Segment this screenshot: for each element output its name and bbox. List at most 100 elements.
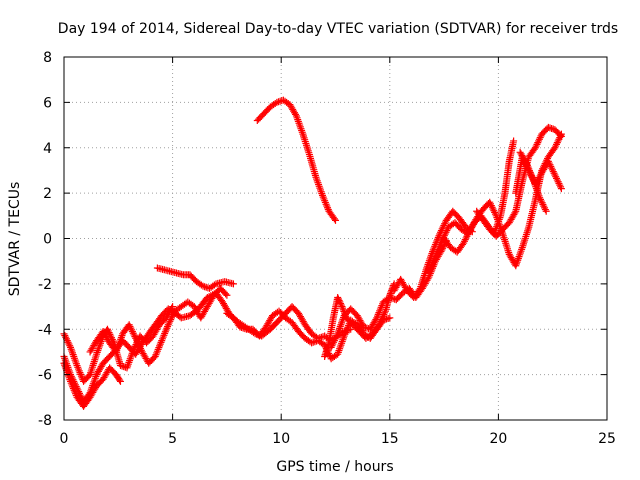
axis-ticks: 0 5 10 15 20 25 -8 -6 -4 -2 0 2 4 6 8 (38, 50, 616, 447)
data-point (135, 341, 143, 349)
data-point (130, 331, 138, 339)
data-point (168, 314, 176, 322)
data-point (132, 336, 140, 344)
data-point (548, 166, 556, 174)
data-point (536, 195, 544, 203)
data-point (545, 159, 553, 167)
data-point (328, 342, 336, 350)
data-point (61, 331, 69, 339)
series-sat-d (86, 284, 231, 367)
data-point (532, 142, 540, 150)
data-point (547, 162, 555, 170)
data-point (556, 131, 564, 139)
data-point (537, 197, 545, 205)
y-tick-label: -8 (38, 413, 52, 429)
data-point (488, 203, 496, 211)
data-point (116, 377, 124, 385)
chart-title: Day 194 of 2014, Sidereal Day-to-day VTE… (58, 21, 618, 37)
data-point (463, 232, 471, 240)
data-point (334, 295, 342, 303)
data-point (386, 314, 394, 322)
data-point (551, 171, 559, 179)
x-tick-label: 0 (60, 431, 69, 447)
y-tick-label: -2 (38, 277, 52, 293)
series-sat-p (253, 96, 339, 224)
data-point (136, 343, 144, 351)
data-point (540, 202, 548, 210)
data-point (331, 335, 339, 343)
data-point (542, 207, 550, 215)
data-point (329, 340, 337, 348)
x-axis-label: GPS time / hours (276, 459, 393, 475)
data-point (557, 185, 565, 193)
data-point (556, 181, 564, 189)
data-point (443, 227, 451, 235)
data-point (546, 161, 554, 169)
y-tick-label: 2 (43, 186, 52, 202)
x-tick-label: 25 (598, 431, 616, 447)
data-point (167, 316, 175, 324)
data-point (533, 140, 541, 148)
data-point (549, 168, 557, 176)
data-point (133, 338, 141, 346)
series-sat-k (425, 137, 518, 277)
data-point (271, 100, 279, 108)
data-point (132, 334, 140, 342)
data-point (134, 339, 142, 347)
data-point (548, 164, 556, 172)
y-axis-label: SDTVAR / TECUs (7, 182, 23, 297)
data-point (338, 303, 346, 311)
data-point (415, 286, 423, 294)
data-point (538, 199, 546, 207)
data-point (210, 281, 218, 289)
data-point (486, 198, 494, 206)
data-point (332, 333, 340, 341)
data-point (222, 290, 230, 298)
x-tick-label: 10 (272, 431, 290, 447)
series-sat-o (516, 148, 550, 215)
data-points (60, 96, 565, 410)
data-point (337, 300, 345, 308)
data-point (330, 215, 338, 223)
data-point (510, 137, 518, 145)
data-point (551, 144, 559, 152)
data-point (544, 157, 552, 165)
data-point (465, 229, 473, 237)
data-point (491, 210, 499, 218)
y-tick-label: -4 (38, 322, 52, 338)
data-point (65, 340, 73, 348)
data-point (441, 220, 449, 228)
data-point (522, 158, 530, 166)
data-point (327, 343, 335, 351)
data-point (337, 301, 345, 309)
data-point (541, 206, 549, 214)
data-point (442, 228, 450, 236)
data-point (339, 304, 347, 312)
data-point (552, 142, 560, 150)
data-point (539, 200, 547, 208)
data-point (536, 194, 544, 202)
data-point (554, 178, 562, 186)
data-point (166, 317, 174, 325)
data-point (332, 216, 339, 224)
data-point (334, 293, 342, 301)
series-sat-m (473, 123, 565, 240)
series-sat-e (153, 264, 237, 292)
data-point (554, 137, 562, 145)
data-point (64, 338, 72, 346)
data-point (553, 140, 561, 148)
data-point (126, 322, 134, 330)
y-tick-label: -6 (38, 368, 52, 384)
data-point (330, 337, 338, 345)
data-point (535, 137, 543, 145)
data-point (137, 345, 145, 353)
x-tick-label: 20 (489, 431, 507, 447)
data-point (336, 298, 344, 306)
data-point (372, 316, 380, 324)
data-point (487, 202, 495, 210)
data-point (557, 132, 565, 140)
data-point (555, 179, 563, 187)
series-sat-i (327, 237, 450, 351)
data-point (536, 134, 544, 142)
